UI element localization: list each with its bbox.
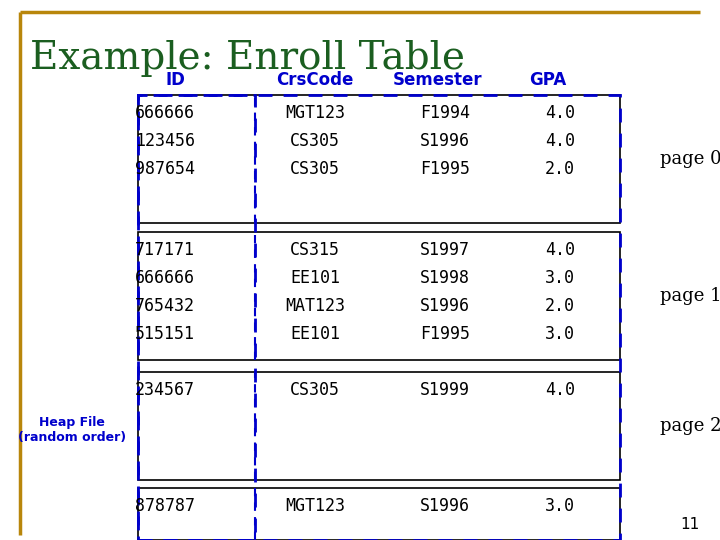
Text: F1994: F1994 xyxy=(420,104,470,122)
Text: S1997: S1997 xyxy=(420,241,470,259)
Text: MAT123: MAT123 xyxy=(285,297,345,315)
Text: 11: 11 xyxy=(680,517,700,532)
Text: 515151: 515151 xyxy=(135,325,195,343)
Text: 3.0: 3.0 xyxy=(545,269,575,287)
Text: S1998: S1998 xyxy=(420,269,470,287)
Text: MGT123: MGT123 xyxy=(285,104,345,122)
Text: 4.0: 4.0 xyxy=(545,132,575,150)
Text: CS305: CS305 xyxy=(290,160,340,178)
Text: page 0: page 0 xyxy=(660,150,720,168)
Text: 666666: 666666 xyxy=(135,104,195,122)
Text: EE101: EE101 xyxy=(290,325,340,343)
Bar xyxy=(138,95,255,540)
Text: ID: ID xyxy=(165,71,185,89)
Text: 878787: 878787 xyxy=(135,497,195,515)
Text: F1995: F1995 xyxy=(420,325,470,343)
Text: page 1: page 1 xyxy=(660,287,720,305)
Text: EE101: EE101 xyxy=(290,269,340,287)
Text: 765432: 765432 xyxy=(135,297,195,315)
Text: Example: Enroll Table: Example: Enroll Table xyxy=(30,40,465,77)
Text: Heap File
(random order): Heap File (random order) xyxy=(18,416,126,444)
Text: 666666: 666666 xyxy=(135,269,195,287)
Bar xyxy=(138,95,620,540)
Text: CS305: CS305 xyxy=(290,132,340,150)
Text: S1996: S1996 xyxy=(420,132,470,150)
Text: page 2: page 2 xyxy=(660,417,720,435)
Text: F1995: F1995 xyxy=(420,160,470,178)
Text: 4.0: 4.0 xyxy=(545,381,575,399)
Text: CS305: CS305 xyxy=(290,381,340,399)
Text: 123456: 123456 xyxy=(135,132,195,150)
Text: 2.0: 2.0 xyxy=(545,160,575,178)
Text: GPA: GPA xyxy=(529,71,567,89)
Text: CrsCode: CrsCode xyxy=(276,71,354,89)
Text: 234567: 234567 xyxy=(135,381,195,399)
Bar xyxy=(138,488,620,540)
Bar xyxy=(138,372,620,480)
Text: 717171: 717171 xyxy=(135,241,195,259)
Bar xyxy=(138,95,620,223)
Text: 3.0: 3.0 xyxy=(545,497,575,515)
Text: S1996: S1996 xyxy=(420,497,470,515)
Text: Semester: Semester xyxy=(393,71,483,89)
Text: 987654: 987654 xyxy=(135,160,195,178)
Text: S1996: S1996 xyxy=(420,297,470,315)
Text: 4.0: 4.0 xyxy=(545,241,575,259)
Text: MGT123: MGT123 xyxy=(285,497,345,515)
Text: CS315: CS315 xyxy=(290,241,340,259)
Text: S1999: S1999 xyxy=(420,381,470,399)
Text: 3.0: 3.0 xyxy=(545,325,575,343)
Text: 2.0: 2.0 xyxy=(545,297,575,315)
Bar xyxy=(138,232,620,360)
Text: 4.0: 4.0 xyxy=(545,104,575,122)
